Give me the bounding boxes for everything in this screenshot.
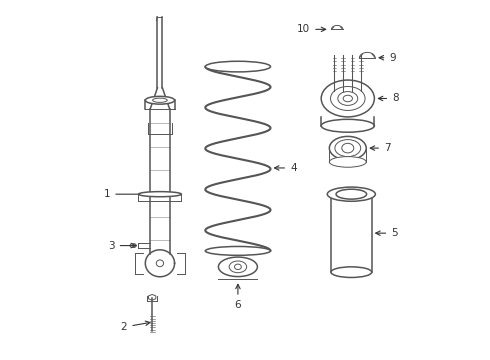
Ellipse shape	[329, 157, 366, 167]
Text: 5: 5	[376, 228, 398, 238]
Ellipse shape	[327, 187, 375, 201]
Ellipse shape	[235, 264, 241, 270]
Text: 10: 10	[297, 24, 326, 34]
Ellipse shape	[331, 267, 372, 278]
Text: 6: 6	[235, 284, 241, 310]
Ellipse shape	[156, 260, 164, 267]
Ellipse shape	[229, 261, 246, 273]
Ellipse shape	[343, 95, 352, 102]
Text: 1: 1	[104, 189, 166, 199]
Ellipse shape	[146, 96, 174, 104]
Ellipse shape	[329, 136, 366, 160]
Ellipse shape	[219, 257, 257, 276]
Ellipse shape	[152, 98, 167, 102]
Ellipse shape	[336, 189, 367, 199]
Ellipse shape	[338, 91, 358, 105]
Ellipse shape	[205, 61, 270, 72]
Polygon shape	[130, 244, 137, 247]
Ellipse shape	[331, 86, 365, 111]
Ellipse shape	[321, 80, 374, 117]
Text: 8: 8	[378, 94, 399, 103]
Ellipse shape	[321, 119, 374, 132]
Text: 4: 4	[274, 163, 296, 173]
Ellipse shape	[335, 140, 361, 157]
Text: 3: 3	[108, 240, 136, 251]
Polygon shape	[148, 294, 156, 300]
Ellipse shape	[139, 192, 181, 197]
Text: 9: 9	[379, 53, 396, 63]
Ellipse shape	[205, 247, 270, 255]
Text: 2: 2	[121, 321, 150, 332]
Text: 7: 7	[370, 143, 391, 153]
Ellipse shape	[342, 143, 354, 153]
